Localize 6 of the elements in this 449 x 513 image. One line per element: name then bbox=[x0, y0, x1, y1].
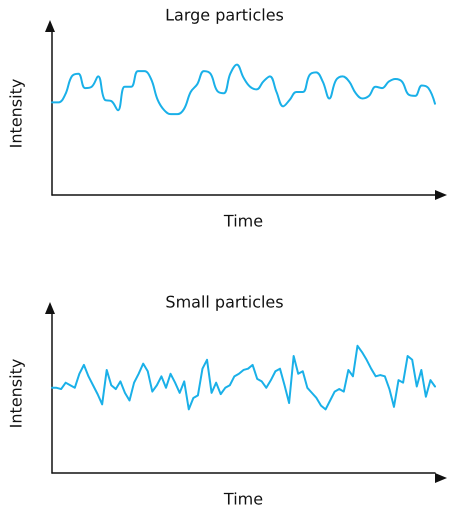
y-axis-title: Intensity bbox=[6, 78, 26, 148]
chart-title: Large particles bbox=[165, 6, 284, 24]
x-axis-title: Time bbox=[222, 212, 264, 230]
y-axis-title: Intensity bbox=[6, 358, 26, 428]
x-axis-title: Time bbox=[222, 490, 264, 508]
chart-title: Small particles bbox=[165, 292, 284, 312]
